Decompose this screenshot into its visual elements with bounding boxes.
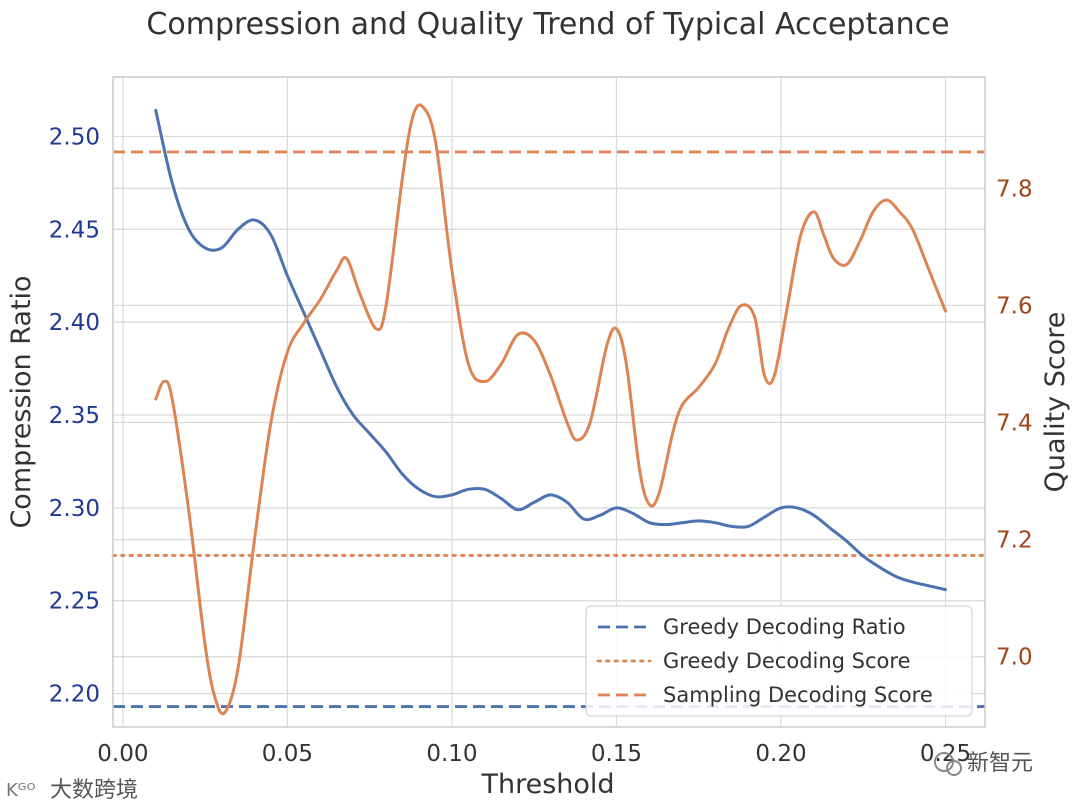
watermark-left: K︎ᴳᴼ 大数跨境	[6, 778, 138, 803]
y-tick-label: 2.30	[49, 496, 100, 522]
y2-tick-label: 7.2	[996, 528, 1033, 554]
y2-tick-label: 7.6	[996, 293, 1033, 319]
chart-title: Compression and Quality Trend of Typical…	[146, 7, 949, 42]
y2-tick-label: 7.4	[996, 410, 1033, 436]
y-tick-label: 2.40	[49, 310, 100, 336]
series-line	[154, 108, 947, 592]
x-tick-label: 0.10	[426, 741, 477, 767]
wechat-icon-secondary	[946, 760, 962, 776]
series-line	[154, 103, 947, 716]
y2-tick-label: 7.0	[996, 645, 1033, 671]
legend-label: Greedy Decoding Score	[663, 649, 911, 673]
watermark-left-text: 大数跨境	[50, 778, 138, 803]
watermark-right-text: 新智元	[967, 751, 1033, 776]
x-tick-label: 0.05	[262, 741, 313, 767]
legend-label: Sampling Decoding Score	[663, 683, 933, 707]
x-tick-label: 0.00	[97, 741, 148, 767]
y-tick-label: 2.20	[49, 682, 100, 708]
y-tick-label: 2.45	[49, 217, 100, 243]
watermark-right: 新智元	[934, 751, 1033, 776]
tick-labels: 0.00 0.05 0.10 0.15 0.20 0.252.202.252.302.35…	[49, 124, 1033, 767]
y-tick-label: 2.35	[49, 403, 100, 429]
y2-axis-label: Quality Score	[1040, 312, 1071, 493]
series-lines	[154, 103, 947, 716]
y-tick-label: 2.25	[49, 589, 100, 615]
plot-frame	[112, 76, 986, 728]
legend-box	[585, 605, 973, 717]
x-axis-label: Threshold	[480, 769, 614, 800]
watermark-logo-icon: K︎ᴳᴼ	[6, 780, 36, 801]
y-tick-label: 2.50	[49, 124, 100, 150]
y-axis-label: Compression Ratio	[6, 275, 37, 528]
legend: Greedy Decoding Ratio Greedy Decoding Sco…	[585, 605, 973, 717]
legend-label: Greedy Decoding Ratio	[663, 615, 906, 639]
x-tick-label: 0.15	[591, 741, 642, 767]
x-tick-label: 0.20	[755, 741, 806, 767]
y2-tick-label: 7.8	[996, 176, 1033, 202]
